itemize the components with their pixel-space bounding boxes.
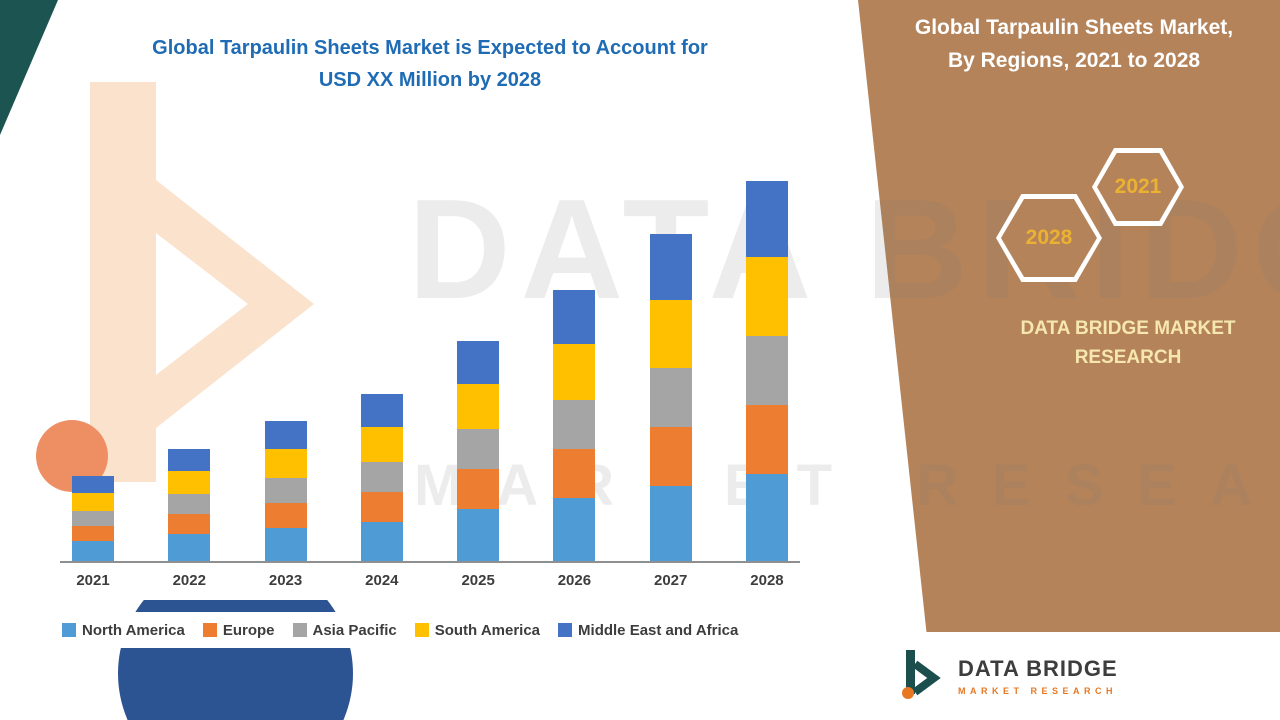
- logo-text: DATA BRIDGE MARKET RESEARCH: [958, 656, 1118, 696]
- panel-brand-text: DATA BRIDGE MARKET RESEARCH: [1000, 314, 1256, 373]
- panel-title: Global Tarpaulin Sheets Market, By Regio…: [884, 12, 1264, 77]
- bar-segment-asia-pacific: [649, 368, 692, 427]
- logo-tagline: MARKET RESEARCH: [958, 686, 1118, 696]
- bar-segment-south-america: [457, 384, 500, 429]
- bar-segment-north-america: [264, 528, 307, 561]
- legend-swatch-asia-pacific: [292, 623, 307, 637]
- bar-segment-europe: [168, 514, 211, 534]
- bar-segment-south-america: [360, 427, 403, 462]
- bar-segment-north-america: [649, 486, 692, 561]
- panel-brand-line1: DATA BRIDGE MARKET: [1020, 318, 1236, 339]
- x-axis-label: 2024: [365, 572, 399, 589]
- legend-strip: North America Europe Asia Pacific South Ame…: [48, 612, 848, 648]
- legend-label: Asia Pacific: [312, 621, 397, 639]
- legend: North America Europe Asia Pacific South Ame…: [62, 622, 738, 639]
- legend-label: North America: [82, 621, 185, 639]
- legend-label: South America: [434, 621, 541, 639]
- x-axis: 2021 2022 2023 2024 2025 2026 2027 2028: [60, 572, 800, 589]
- legend-swatch-middle-east-and-africa: [558, 623, 573, 637]
- bar-segment-europe: [264, 503, 307, 528]
- x-axis-label: 2028: [750, 572, 784, 589]
- legend-swatch-north-america: [62, 623, 76, 637]
- bar-segment-north-america: [553, 498, 596, 561]
- hexagon-badge-2028: 2028: [996, 194, 1102, 282]
- legend-swatch-europe: [202, 623, 217, 637]
- bar-segment-asia-pacific: [745, 336, 788, 405]
- data-bridge-logo-box: DATA BRIDGE MARKET RESEARCH: [878, 632, 1280, 720]
- bar-segment-south-america: [168, 471, 211, 494]
- bar-segment-europe: [457, 469, 500, 509]
- bar-segment-south-america: [649, 300, 692, 368]
- legend-item-asia-pacific: Asia Pacific: [292, 621, 397, 639]
- x-axis-label: 2023: [268, 572, 303, 589]
- bar-segment-middle-east-and-africa: [360, 394, 403, 427]
- legend-swatch-south-america: [414, 623, 429, 637]
- bar-segment-europe: [745, 405, 788, 474]
- bar-segment-europe: [649, 427, 692, 486]
- panel-title-line2: By Regions, 2021 to 2028: [947, 48, 1201, 72]
- hexagon-badge-2021: 2021: [1092, 148, 1184, 226]
- right-panel-background: [858, 0, 1280, 720]
- x-axis-label: 2025: [461, 572, 495, 589]
- legend-item-europe: Europe: [202, 621, 275, 639]
- bar-segment-middle-east-and-africa: [72, 476, 114, 493]
- x-axis-label: 2026: [557, 572, 592, 589]
- bar-2024: [360, 394, 403, 561]
- legend-item-north-america: North America: [62, 622, 185, 639]
- legend-item-middle-east-and-africa: Middle East and Africa: [558, 622, 738, 639]
- bar-segment-middle-east-and-africa: [168, 449, 211, 471]
- bar-segment-middle-east-and-africa: [457, 341, 500, 384]
- plot-area: [60, 163, 800, 563]
- bar-segment-middle-east-and-africa: [649, 234, 692, 300]
- hexagon-year-label: 2021: [1097, 153, 1179, 221]
- bar-segment-europe: [360, 492, 403, 522]
- bar-segment-north-america: [72, 541, 114, 561]
- logo-name: DATA BRIDGE: [958, 656, 1118, 681]
- chart-title-line1: Global Tarpaulin Sheets Market is Expect…: [152, 37, 708, 59]
- legend-label: Middle East and Africa: [578, 621, 739, 639]
- data-bridge-b-watermark: [90, 82, 156, 482]
- chart-title: Global Tarpaulin Sheets Market is Expect…: [70, 32, 790, 96]
- bar-segment-north-america: [745, 474, 788, 561]
- bar-segment-north-america: [457, 509, 500, 561]
- bar-2023: [264, 421, 307, 561]
- bar-segment-middle-east-and-africa: [745, 181, 788, 257]
- bar-segment-asia-pacific: [457, 429, 500, 469]
- bar-segment-asia-pacific: [72, 511, 114, 526]
- bar-segment-middle-east-and-africa: [553, 290, 596, 344]
- hexagon-outline: 2021: [1092, 148, 1184, 226]
- bar-segment-asia-pacific: [168, 494, 211, 514]
- legend-label: Europe: [222, 621, 275, 639]
- panel-title-line1: Global Tarpaulin Sheets Market,: [914, 16, 1234, 39]
- bar-2026: [553, 290, 596, 561]
- bar-segment-asia-pacific: [553, 400, 596, 449]
- bar-2021: [72, 476, 114, 561]
- x-axis-label: 2021: [76, 572, 110, 589]
- legend-item-south-america: South America: [414, 621, 541, 639]
- bar-segment-europe: [553, 449, 596, 498]
- hexagon-outline: 2028: [996, 194, 1102, 282]
- bar-segment-south-america: [72, 493, 114, 511]
- panel-brand-line2: RESEARCH: [1074, 347, 1182, 369]
- bar-segment-asia-pacific: [360, 462, 403, 492]
- bar-2028: [745, 181, 788, 561]
- bar-segment-south-america: [745, 257, 788, 336]
- hexagon-year-label: 2028: [1001, 199, 1097, 277]
- x-axis-label: 2022: [172, 572, 206, 589]
- bar-segment-north-america: [168, 534, 211, 561]
- bar-2027: [649, 234, 692, 561]
- bar-segment-middle-east-and-africa: [264, 421, 307, 449]
- bar-segment-south-america: [553, 344, 596, 400]
- chart-title-line2: USD XX Million by 2028: [318, 69, 542, 91]
- bar-2025: [457, 341, 500, 561]
- bar-2022: [168, 449, 211, 561]
- bar-segment-asia-pacific: [264, 478, 307, 503]
- bar-segment-north-america: [360, 522, 403, 561]
- x-axis-label: 2027: [654, 572, 688, 589]
- data-bridge-logo-icon: [900, 648, 944, 705]
- bar-segment-europe: [72, 526, 114, 541]
- bar-segment-south-america: [264, 449, 307, 478]
